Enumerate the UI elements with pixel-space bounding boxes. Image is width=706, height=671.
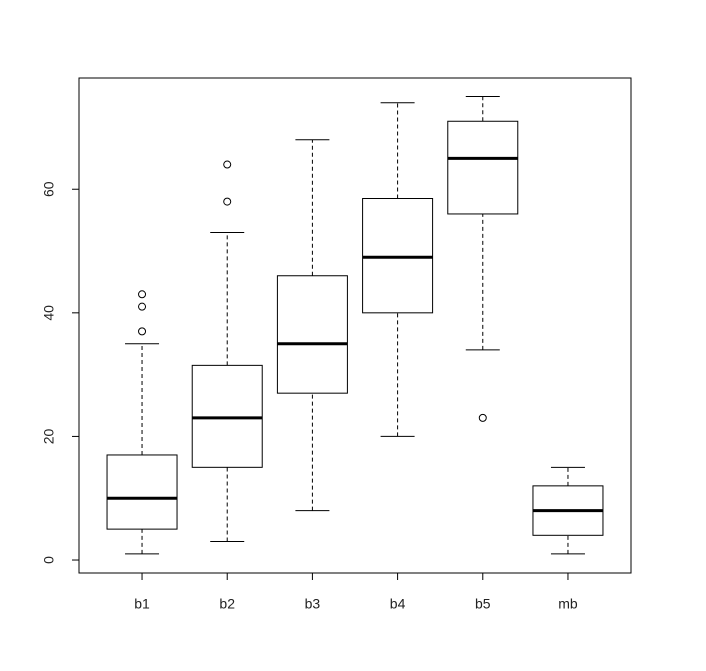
x-tick-label: b2	[219, 596, 235, 612]
x-tick-label: mb	[558, 596, 578, 612]
y-tick-label: 0	[41, 556, 57, 564]
box	[106, 454, 178, 530]
y-tick-label: 60	[41, 181, 57, 197]
outlier	[138, 290, 147, 299]
outlier	[478, 413, 487, 422]
x-tick-label: b5	[475, 596, 491, 612]
outlier	[138, 327, 147, 336]
x-tick-label: b3	[305, 596, 321, 612]
box	[447, 120, 519, 215]
outlier	[223, 197, 232, 206]
x-tick-label: b4	[390, 596, 406, 612]
x-tick-label: b1	[134, 596, 150, 612]
plot-frame	[78, 77, 632, 574]
box	[362, 198, 434, 314]
y-tick-label: 40	[41, 305, 57, 321]
box	[191, 364, 263, 468]
box	[276, 275, 348, 394]
outlier	[138, 302, 147, 311]
y-tick-label: 20	[41, 428, 57, 444]
outlier	[223, 160, 232, 169]
